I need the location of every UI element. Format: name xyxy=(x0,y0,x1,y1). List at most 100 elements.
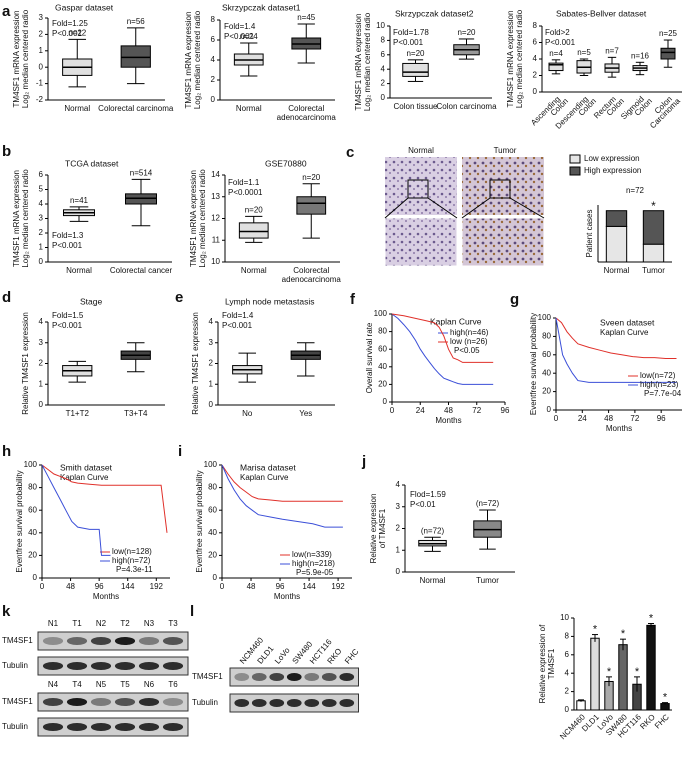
y-tick-label: 40 xyxy=(208,528,217,537)
annotation: P<0.001 xyxy=(224,32,255,41)
y-tick-label: 6 xyxy=(39,170,44,179)
x-tick-label: Normal xyxy=(241,266,267,275)
y-tick-label: 1 xyxy=(39,379,44,388)
blot-band xyxy=(66,698,88,706)
y-tick-label: 100 xyxy=(538,313,552,322)
n-label: n=45 xyxy=(297,13,316,22)
annotation: P=5.9e-05 xyxy=(296,568,334,577)
x-tick-label: 96 xyxy=(657,414,666,423)
significance: * xyxy=(607,666,612,678)
ihc-zoom xyxy=(384,217,458,267)
y-tick-label: 3 xyxy=(396,502,401,511)
y-tick-label: -2 xyxy=(36,95,44,104)
y-tick-label: 3 xyxy=(39,214,44,223)
blot-band xyxy=(90,723,112,731)
annotation: P=4.3e-11 xyxy=(116,565,153,574)
annotation: Fold=1.4 xyxy=(224,22,256,31)
y-tick-label: 12 xyxy=(211,214,220,223)
y-tick-label: 10 xyxy=(376,21,385,30)
y-tick-label: 0 xyxy=(211,95,216,104)
panel-letter: f xyxy=(350,291,356,308)
zoom-box xyxy=(407,179,429,199)
significance: * xyxy=(621,628,626,640)
y-axis-label: TM4SF1 mRNA expression xyxy=(184,12,193,109)
x-tick-label: Normal xyxy=(64,104,90,113)
blot-band xyxy=(138,662,160,670)
y-tick-label: 40 xyxy=(378,362,387,371)
lane-label: N1 xyxy=(48,619,59,628)
x-tick-label: Normal xyxy=(420,576,446,585)
significance: * xyxy=(651,199,656,213)
y-tick-label: 0 xyxy=(547,405,552,414)
lane-label: FHC xyxy=(343,647,361,666)
n-label: n=56 xyxy=(127,17,146,26)
y-tick-label: 5 xyxy=(39,185,44,194)
y-tick-label: 3 xyxy=(39,13,44,22)
y-tick-label: 2 xyxy=(533,71,538,80)
panel-letter: c xyxy=(346,144,354,161)
x-tick-label: 48 xyxy=(444,406,453,415)
blot-band xyxy=(90,698,112,706)
blot-band xyxy=(286,699,302,707)
y-tick-label: 1 xyxy=(39,46,44,55)
annotation: Flod=1.59 xyxy=(410,490,446,499)
x-tick-label: 192 xyxy=(150,582,164,591)
y-tick-label: 60 xyxy=(542,350,551,359)
chart-subtitle: Kaplan Curve xyxy=(240,473,289,482)
x-tick-label: 96 xyxy=(501,406,510,415)
chart-subtitle: Kaplan Curve xyxy=(60,473,109,482)
legend-label: low (n=26) xyxy=(450,337,488,346)
y-axis-label: TM4SF1 xyxy=(547,648,556,679)
x-axis-label: Months xyxy=(274,592,300,601)
lane-label: T4 xyxy=(72,680,82,689)
x-tick-label: Colon carcinoma xyxy=(436,102,497,111)
x-tick-label: FHC xyxy=(653,712,671,730)
annotation: P<0.001 xyxy=(222,321,253,330)
y-tick-label: 13 xyxy=(211,192,220,201)
n-label: n=20 xyxy=(406,49,425,58)
y-axis-label: Relative expression xyxy=(369,494,378,564)
blot-band xyxy=(304,673,320,681)
y-tick-label: 8 xyxy=(381,36,386,45)
significance: * xyxy=(635,666,640,678)
x-tick-label: T3+T4 xyxy=(124,409,148,418)
x-tick-label: 72 xyxy=(472,406,481,415)
row-label: TM4SF1 xyxy=(192,672,223,681)
x-tick-label: 0 xyxy=(40,582,45,591)
survival-curve xyxy=(555,317,677,383)
row-label: Tubulin xyxy=(192,698,218,707)
lane-label: T3 xyxy=(168,619,178,628)
n-label: n=25 xyxy=(659,29,678,38)
lane-label: N2 xyxy=(96,619,107,628)
blot-strip xyxy=(37,631,189,651)
zoom-line xyxy=(384,197,409,219)
y-tick-label: 60 xyxy=(378,344,387,353)
y-tick-label: 8 xyxy=(565,632,570,641)
y-tick-label: 2 xyxy=(211,75,216,84)
chart-title: Stage xyxy=(80,296,102,306)
blot-band xyxy=(90,662,112,670)
x-tick-label: Colorectal cancer xyxy=(110,266,173,275)
y-tick-label: 2 xyxy=(209,359,214,368)
y-tick-label: 0 xyxy=(533,87,538,96)
y-tick-label: 0 xyxy=(213,573,218,582)
x-tick-label: Tumor xyxy=(476,576,499,585)
blot-band xyxy=(114,637,136,645)
y-tick-label: 4 xyxy=(381,64,386,73)
blot-band xyxy=(339,673,355,681)
annotation: Fold=1.78 xyxy=(393,28,429,37)
x-tick-label: 0 xyxy=(554,414,559,423)
y-tick-label: 2 xyxy=(39,30,44,39)
lane-label: N6 xyxy=(144,680,155,689)
survival-curve xyxy=(555,317,677,359)
x-tick-label: Colorectal carcinoma xyxy=(98,104,174,113)
annotation: Fold>2 xyxy=(545,28,570,37)
n-label: n=20 xyxy=(457,28,476,37)
x-tick-label: Yes xyxy=(299,409,312,418)
legend-label: high(n=46) xyxy=(450,328,489,337)
y-tick-label: 2 xyxy=(39,359,44,368)
ihc-image xyxy=(385,157,457,215)
significance: * xyxy=(649,612,654,624)
blot-band xyxy=(162,698,184,706)
annotation: Fold=1.3 xyxy=(52,231,84,240)
